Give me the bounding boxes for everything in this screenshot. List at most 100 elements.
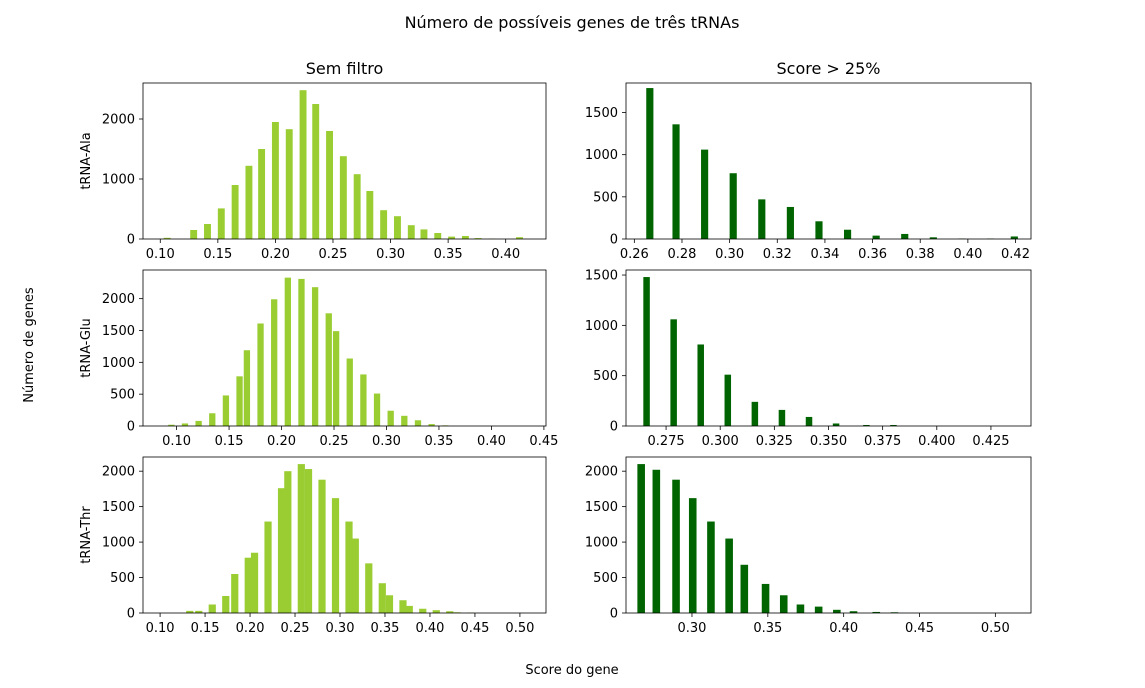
x-tick-label: 0.30 (372, 434, 401, 449)
figure-title: Número de possíveis genes de três tRNAs (405, 13, 740, 32)
x-tick-label: 0.38 (906, 247, 935, 262)
bar (815, 221, 823, 239)
bar (399, 600, 407, 613)
x-tick-label: 0.40 (829, 621, 858, 636)
x-tick-label: 0.375 (864, 434, 901, 449)
bar (204, 224, 211, 239)
x-tick-label: 0.425 (972, 434, 1009, 449)
x-tick-label: 0.25 (320, 434, 349, 449)
axes-frame (625, 456, 1032, 614)
y-tick-label: 500 (110, 388, 135, 403)
x-tick-label: 0.36 (858, 247, 887, 262)
x-tick-label: 0.350 (810, 434, 847, 449)
y-tick-label: 1500 (585, 106, 618, 121)
y-tick-label: 1000 (585, 536, 618, 551)
y-tick-label: 0 (127, 233, 135, 248)
y-tick-label: 0 (127, 607, 135, 622)
bar (378, 583, 386, 613)
bar (401, 415, 408, 426)
x-tick-label: 0.325 (756, 434, 793, 449)
subplot-5: 0.10 0.15 0.20 0.25 0.30 0.35 0.40 0.45 0.50 0 500… (79, 456, 547, 636)
y-tick-label: 2000 (102, 465, 135, 480)
x-tick-label: 0.30 (326, 621, 355, 636)
bar (325, 313, 332, 426)
bar (420, 229, 428, 239)
bar (257, 323, 264, 426)
bar (231, 185, 239, 239)
bar (672, 124, 680, 239)
bar (168, 424, 175, 426)
bar (385, 595, 394, 613)
bar (236, 376, 243, 426)
bar (407, 225, 415, 239)
bar (311, 287, 319, 426)
bar (849, 611, 858, 613)
bar (688, 498, 697, 613)
x-tick-label: 0.10 (146, 621, 175, 636)
figure-y-label: Número de genes (22, 287, 37, 403)
x-tick-label: 0.15 (215, 434, 244, 449)
bar (779, 595, 788, 613)
x-tick-label: 0.20 (267, 434, 296, 449)
y-tick-label: 1000 (585, 319, 618, 334)
bar (222, 395, 230, 426)
bar (833, 609, 841, 613)
y-tick-label: 1000 (102, 173, 135, 188)
bar (419, 608, 427, 613)
x-tick-label: 0.35 (371, 621, 400, 636)
y-tick-label: 1000 (102, 356, 135, 371)
subplot-grid: 0.10 0.15 0.20 0.25 0.30 0.35 0.40010002000Sem… (79, 59, 1032, 636)
bar (277, 488, 286, 613)
bar (672, 479, 680, 613)
x-tick-label: 0.40 (953, 247, 982, 262)
bar (258, 149, 266, 239)
x-tick-label: 0.30 (678, 621, 707, 636)
y-tick-label: 0 (610, 233, 618, 248)
x-tick-label: 0.40 (491, 247, 520, 262)
bar (740, 564, 749, 613)
bar (284, 277, 291, 426)
bar (208, 604, 216, 613)
bar (243, 350, 251, 426)
subplot-title: Score > 25% (777, 59, 881, 78)
y-tick-label: 500 (593, 571, 618, 586)
bar (637, 464, 645, 613)
bar (271, 122, 279, 239)
x-tick-label: 0.30 (376, 247, 405, 262)
bar (339, 156, 347, 239)
x-tick-label: 0.40 (415, 621, 444, 636)
x-tick-label: 0.10 (162, 434, 191, 449)
x-tick-label: 0.20 (236, 621, 265, 636)
y-tick-label: 0 (610, 607, 618, 622)
bar (298, 278, 305, 426)
bar (701, 149, 709, 239)
x-tick-label: 0.34 (810, 247, 839, 262)
x-tick-label: 0.400 (918, 434, 955, 449)
bar (380, 210, 388, 239)
bar (394, 216, 401, 239)
bar (245, 165, 253, 239)
y-tick-label: 1000 (102, 536, 135, 551)
x-tick-label: 0.35 (753, 621, 782, 636)
y-tick-label: 0 (610, 420, 618, 435)
y-tick-label: 2000 (585, 465, 618, 480)
bar (646, 88, 654, 239)
x-tick-label: 0.26 (620, 247, 649, 262)
bar (163, 237, 171, 239)
bar (366, 191, 374, 239)
bar (297, 464, 305, 613)
x-tick-label: 0.15 (203, 247, 232, 262)
bar (217, 208, 225, 239)
y-axis-label: tRNA-Thr (79, 506, 94, 564)
bar (1010, 236, 1018, 239)
x-tick-label: 0.10 (146, 247, 175, 262)
bar (428, 424, 435, 426)
bar (351, 538, 359, 613)
bar (360, 374, 367, 426)
y-axis-label: tRNA-Ala (79, 132, 94, 189)
bar (890, 424, 897, 426)
bar (195, 610, 203, 613)
bar (346, 358, 353, 426)
x-tick-label: 0.50 (981, 621, 1010, 636)
